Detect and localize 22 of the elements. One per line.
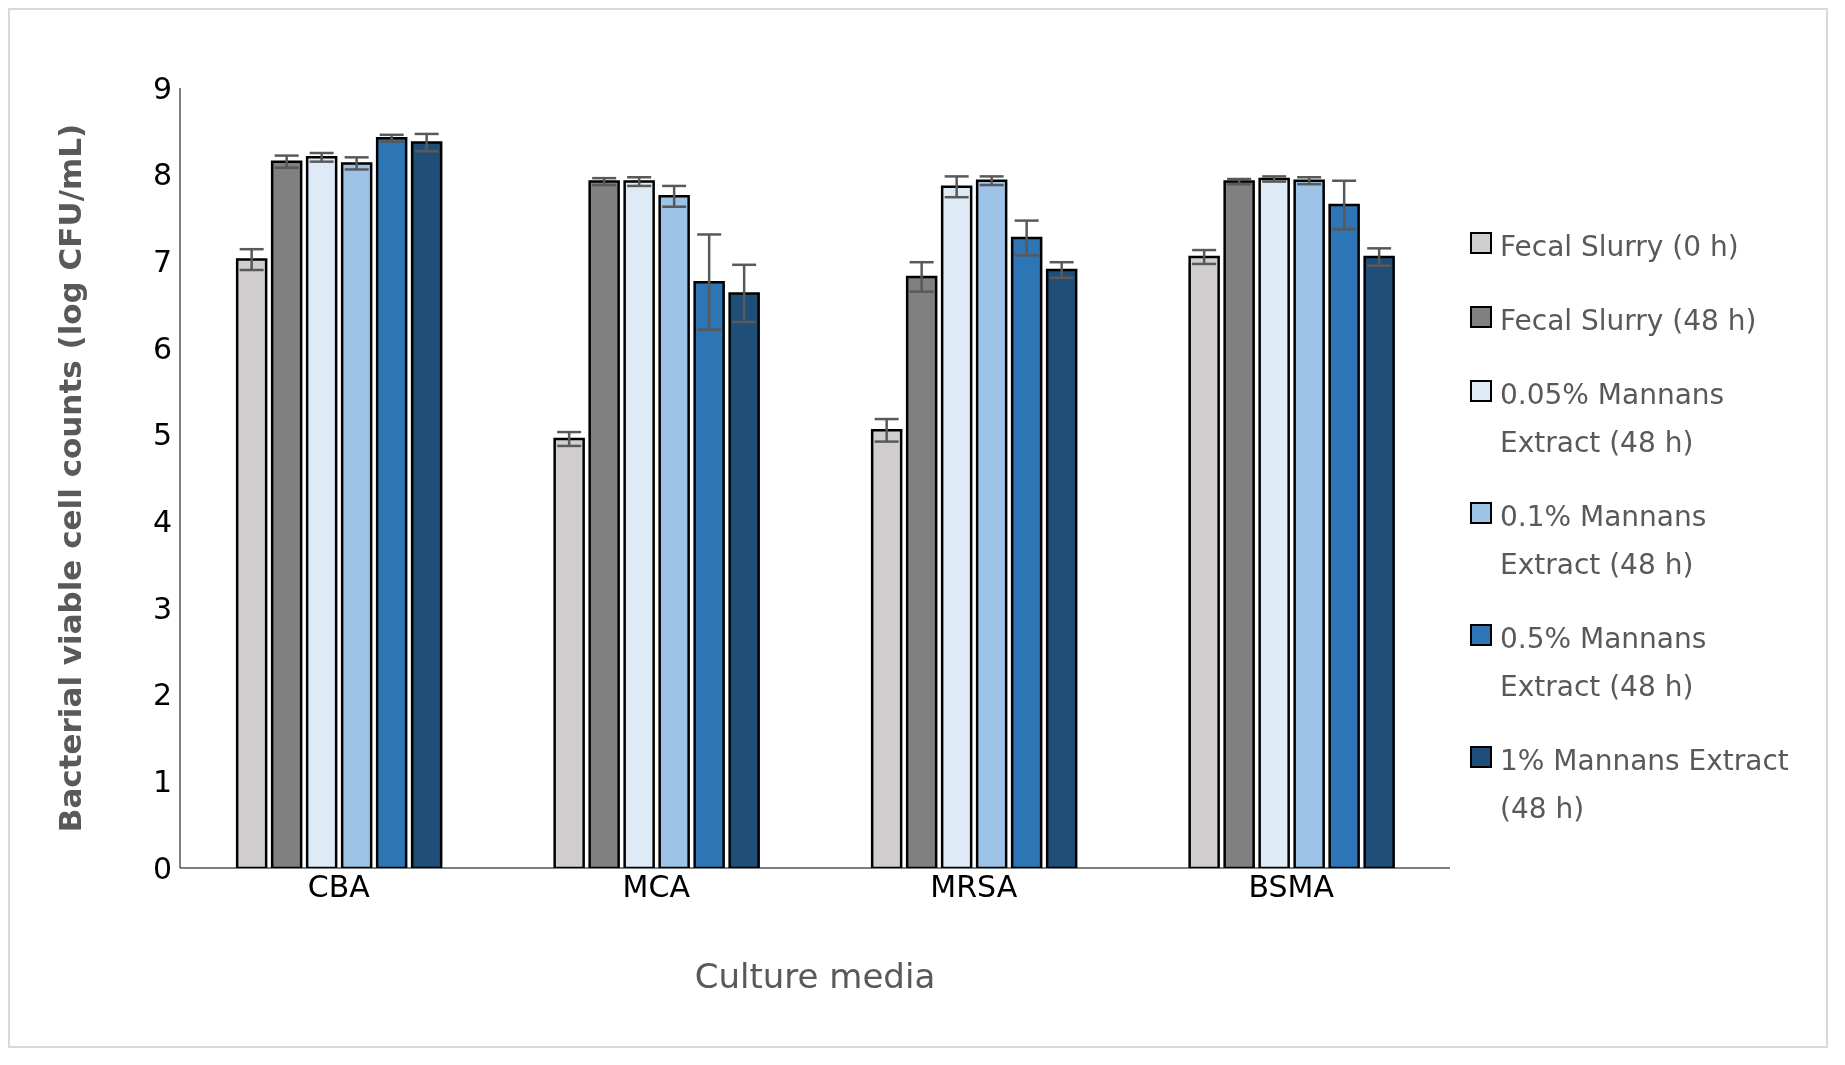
y-tick-label: 8 [152, 157, 172, 193]
x-tick-label: MCA [622, 869, 691, 905]
y-tick-label: 3 [152, 590, 172, 626]
y-tick-label: 7 [152, 243, 172, 279]
legend-label: Fecal Slurry (48 h) [1500, 303, 1757, 339]
y-tick-label: 0 [152, 850, 172, 886]
legend-label: 1% Mannans Extract (48 h) [1500, 743, 1790, 827]
y-tick-label: 6 [152, 330, 172, 366]
x-axis-title: Culture media [694, 956, 936, 996]
x-tick-label: MRSA [930, 869, 1018, 905]
x-tick-label: BSMA [1248, 869, 1335, 905]
legend-label: 0.1% Mannans Extract (48 h) [1500, 499, 1708, 583]
y-axis-title: Bacterial viable cell counts (log CFU/mL) [52, 123, 89, 833]
legend-label: 0.05% Mannans Extract (48 h) [1500, 377, 1726, 461]
y-tick-label: 9 [152, 70, 172, 106]
y-tick-label: 4 [152, 503, 172, 539]
y-tick-label: 5 [152, 417, 172, 453]
y-tick-label: 2 [152, 677, 172, 713]
y-tick-label: 1 [152, 763, 172, 799]
legend-label: Fecal Slurry (0 h) [1500, 229, 1739, 265]
x-tick-label: CBA [307, 869, 371, 905]
legend-label: 0.5% Mannans Extract (48 h) [1500, 621, 1708, 705]
